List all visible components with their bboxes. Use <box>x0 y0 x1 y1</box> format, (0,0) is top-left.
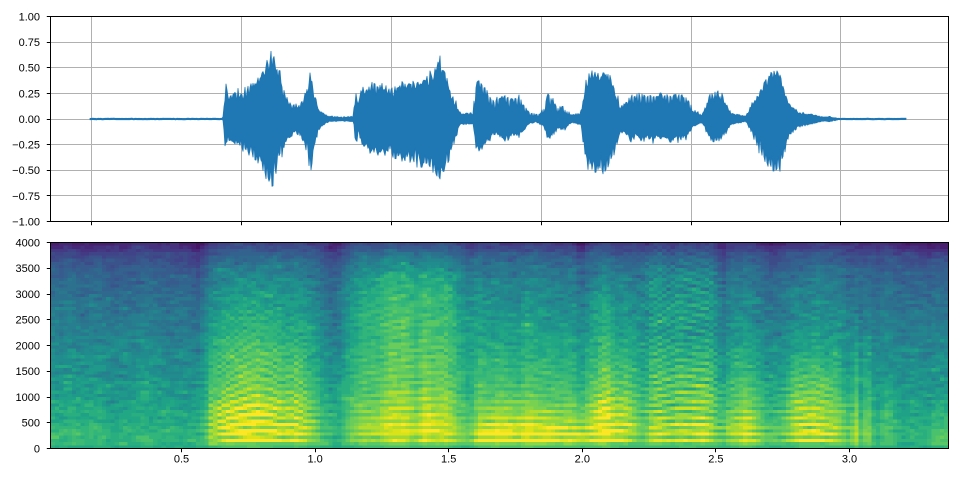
svg-text:500: 500 <box>22 418 40 430</box>
svg-text:1000: 1000 <box>16 392 40 404</box>
svg-text:4000: 4000 <box>16 237 40 249</box>
svg-text:0.00: 0.00 <box>19 114 40 126</box>
svg-text:1.00: 1.00 <box>19 11 40 23</box>
svg-text:0.25: 0.25 <box>19 88 40 100</box>
svg-text:2.0: 2.0 <box>575 454 590 466</box>
svg-text:0.5: 0.5 <box>174 454 189 466</box>
svg-text:1.5: 1.5 <box>441 454 456 466</box>
svg-text:2.5: 2.5 <box>708 454 723 466</box>
svg-text:3000: 3000 <box>16 289 40 301</box>
svg-text:0.50: 0.50 <box>19 63 40 75</box>
svg-text:2000: 2000 <box>16 340 40 352</box>
svg-text:3.0: 3.0 <box>842 454 857 466</box>
svg-text:−1.00: −1.00 <box>12 216 40 228</box>
svg-text:1500: 1500 <box>16 366 40 378</box>
svg-text:−0.50: −0.50 <box>12 165 40 177</box>
svg-text:−0.25: −0.25 <box>12 140 40 152</box>
svg-text:3500: 3500 <box>16 263 40 275</box>
svg-text:0: 0 <box>34 443 40 455</box>
svg-text:1.0: 1.0 <box>307 454 322 466</box>
svg-text:0.75: 0.75 <box>19 37 40 49</box>
svg-text:−0.75: −0.75 <box>12 191 40 203</box>
svg-text:2500: 2500 <box>16 315 40 327</box>
